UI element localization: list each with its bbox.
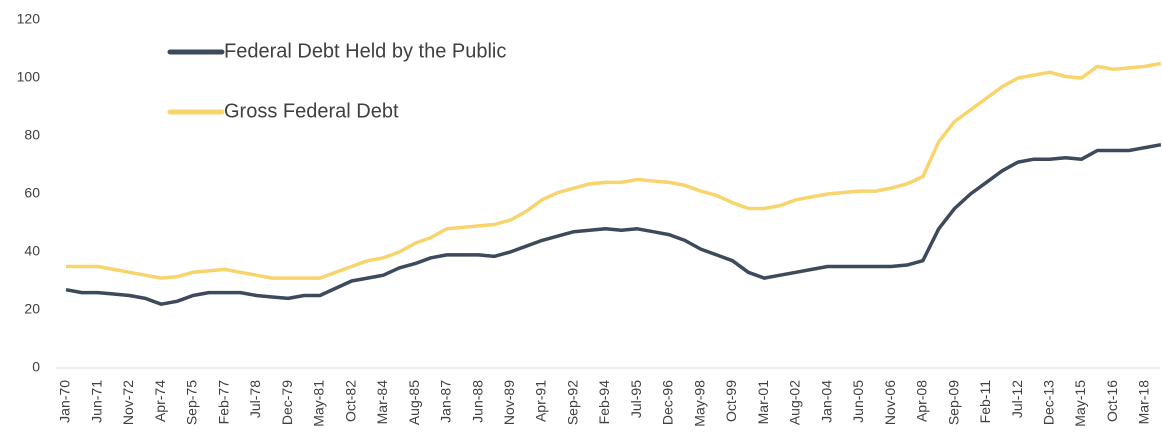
x-tick-label: Nov-89	[501, 380, 517, 425]
data-line	[66, 61, 1162, 280]
x-tick-label: Sep-09	[945, 380, 961, 425]
x-tick-label: Feb-94	[596, 380, 612, 425]
x-tick-label: Jan-70	[57, 380, 73, 423]
y-tick-label: 120	[17, 11, 41, 27]
x-tick-label: Mar-84	[374, 380, 390, 425]
x-tick-label: Jul-78	[247, 380, 263, 418]
x-tick-label: Jul-95	[628, 380, 644, 418]
legend-label: Federal Debt Held by the Public	[224, 40, 506, 62]
x-tick-label: Nov-72	[120, 380, 136, 425]
x-tick-label: Dec-13	[1040, 380, 1056, 425]
y-tick-label: 60	[24, 185, 40, 201]
x-tick-label: Apr-91	[533, 380, 549, 422]
x-tick-label: Jan-87	[438, 380, 454, 423]
x-tick-label: Jun-88	[469, 380, 485, 423]
x-tick-label: Aug-85	[406, 380, 422, 425]
x-tick-label: Apr-08	[914, 380, 930, 422]
x-tick-label: Sep-75	[184, 380, 200, 425]
x-tick-label: Jun-71	[88, 380, 104, 423]
data-line	[65, 142, 1162, 306]
x-tick-label: Apr-74	[152, 380, 168, 422]
y-tick-label: 0	[32, 359, 40, 375]
x-tick-label: Sep-92	[564, 380, 580, 425]
x-tick-label: Oct-99	[723, 380, 739, 422]
x-tick-label: Aug-02	[787, 380, 803, 425]
x-tick-label: Mar-18	[1136, 380, 1152, 425]
x-tick-label: Jul-12	[1009, 380, 1025, 418]
x-tick-label: Dec-79	[279, 380, 295, 425]
y-tick-label: 20	[24, 301, 40, 317]
y-tick-label: 80	[24, 127, 40, 143]
x-tick-label: Feb-11	[977, 380, 993, 424]
y-tick-label: 100	[17, 69, 41, 85]
legend-label: Gross Federal Debt	[224, 100, 399, 122]
x-tick-label: Oct-82	[342, 380, 358, 422]
y-tick-label: 40	[24, 243, 40, 259]
x-tick-label: May-15	[1072, 380, 1088, 427]
x-tick-label: Dec-96	[660, 380, 676, 425]
x-tick-label: Jan-04	[818, 380, 834, 423]
x-tick-label: May-98	[691, 380, 707, 427]
x-tick-label: Feb-77	[215, 380, 231, 425]
x-tick-label: May-81	[311, 380, 327, 427]
x-tick-label: Jun-05	[850, 380, 866, 423]
x-tick-label: Oct-16	[1104, 380, 1120, 422]
x-tick-label: Nov-06	[882, 380, 898, 425]
x-tick-label: Mar-01	[755, 380, 771, 425]
